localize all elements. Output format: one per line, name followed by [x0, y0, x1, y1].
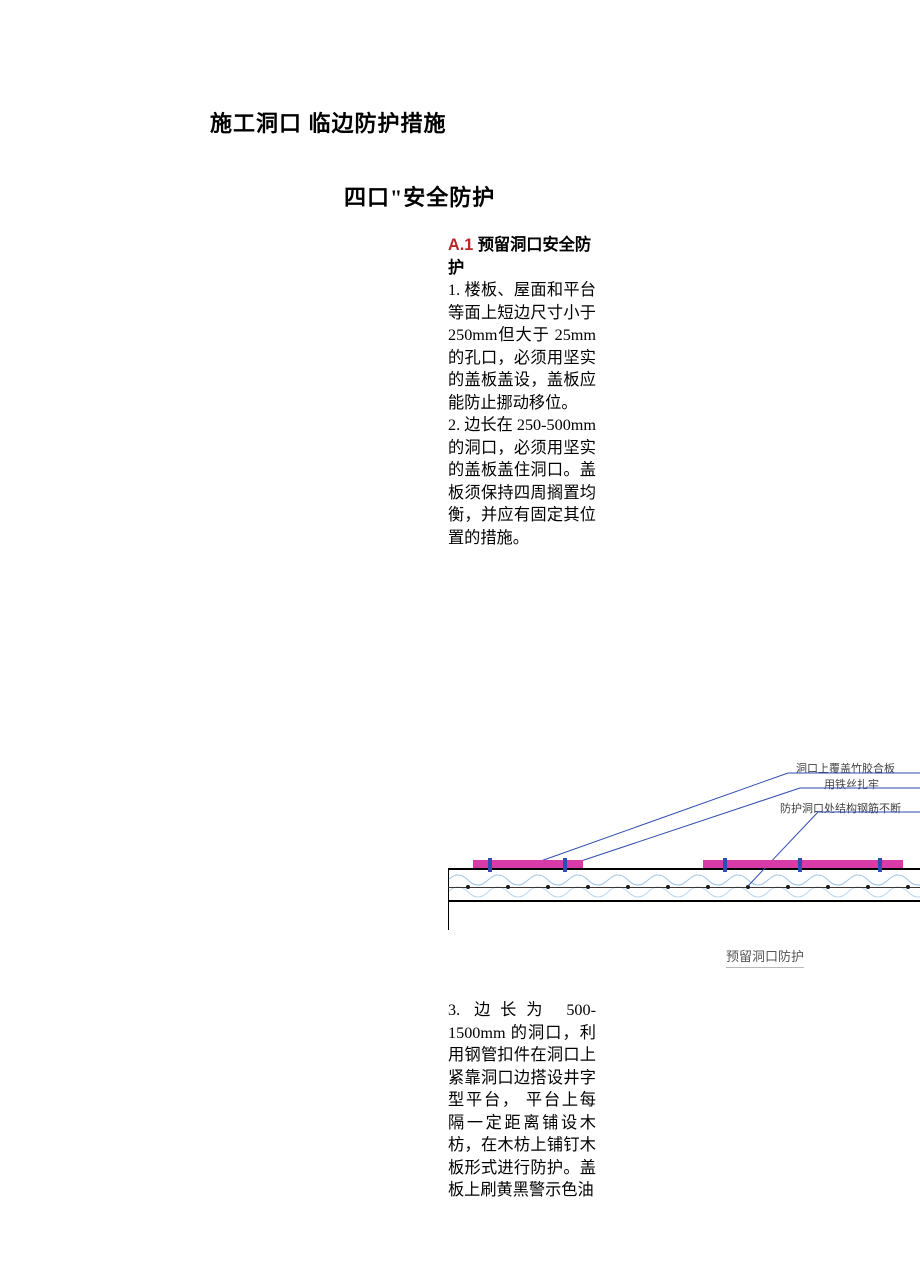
content-column-2: 3. 边长为 500-1500mm 的洞口，利用钢管扣件在洞口上紧靠洞口边搭设井… [448, 999, 596, 1202]
section-label-prefix: A.1 [448, 236, 478, 254]
paragraph-3: 3. 边长为 500-1500mm 的洞口，利用钢管扣件在洞口上紧靠洞口边搭设井… [448, 999, 596, 1202]
content-column-1: A.1 预留洞口安全防护 1. 楼板、屋面和平台等面上短边尺寸小于 250mm但… [448, 234, 596, 549]
document-page: 施工洞口 临边防护措施 四口"安全防护 A.1 预留洞口安全防护 1. 楼板、屋… [0, 0, 920, 1276]
wire-tie [563, 858, 567, 872]
paragraph-2: 2. 边长在 250-500mm 的洞口，必须用坚实的盖板盖住洞口。盖板须保持四… [448, 414, 596, 549]
title-sub: 四口"安全防护 [344, 180, 495, 212]
title-main: 施工洞口 临边防护措施 [210, 106, 447, 138]
wire-tie [798, 858, 802, 872]
wire-tie [723, 858, 727, 872]
section-heading: A.1 预留洞口安全防护 [448, 234, 596, 279]
diagram-reserved-opening: 洞口上覆盖竹胶合板 用铁丝扎牢 防护洞口处结构钢筋不断 预留洞口防护 [448, 768, 920, 988]
leader-lines [448, 768, 920, 968]
cover-board [703, 860, 903, 868]
wire-tie [878, 858, 882, 872]
paragraph-1: 1. 楼板、屋面和平台等面上短边尺寸小于 250mm但大于 25mm 的孔口，必… [448, 279, 596, 414]
wire-tie [488, 858, 492, 872]
